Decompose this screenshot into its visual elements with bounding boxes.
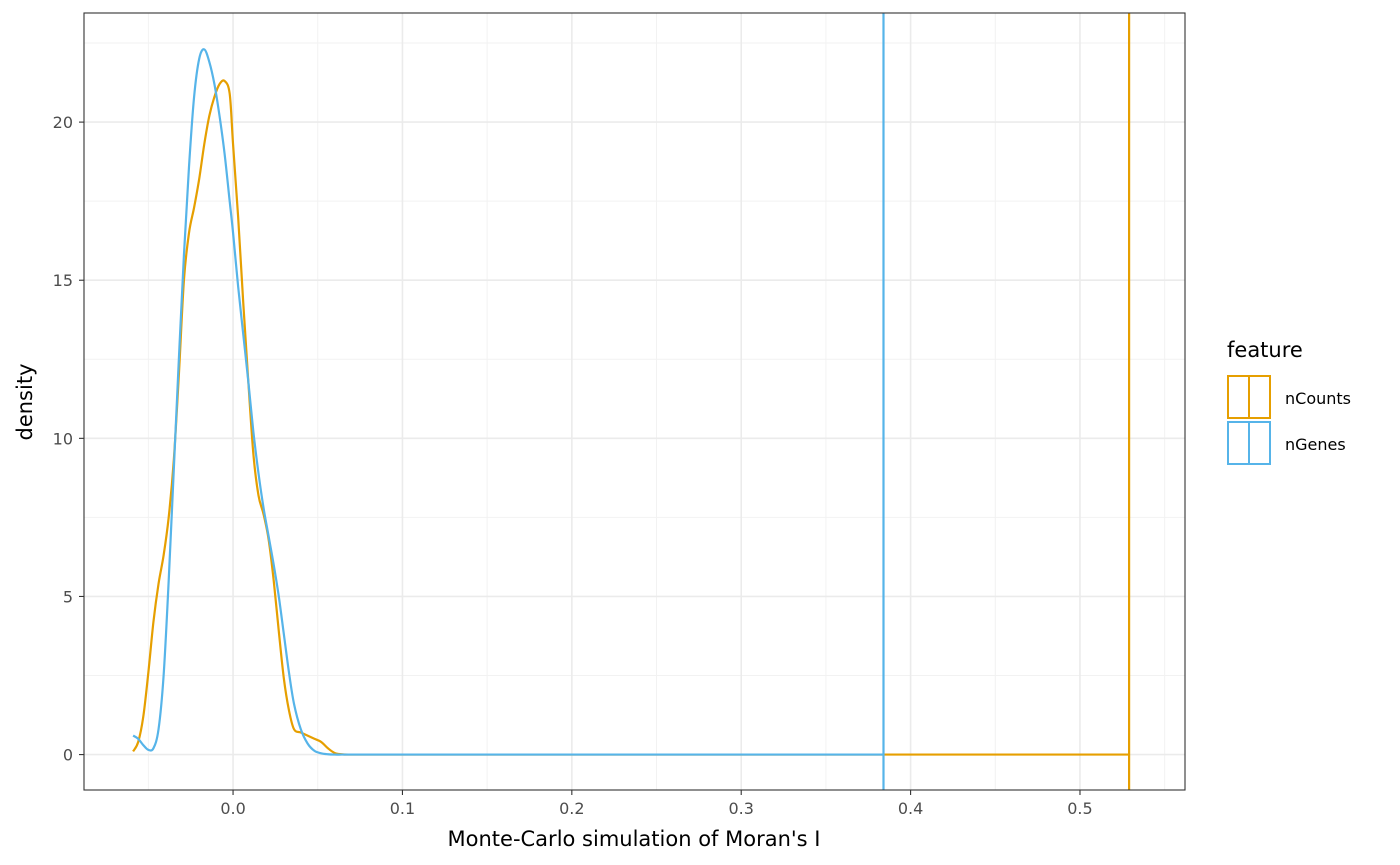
minor-gridlines bbox=[84, 13, 1185, 790]
x-tick-label: 0.0 bbox=[220, 799, 245, 818]
panel-background bbox=[84, 13, 1185, 790]
panel-border bbox=[83, 12, 1186, 791]
density-curve-ngenes bbox=[132, 48, 884, 756]
y-axis-title: density bbox=[13, 364, 37, 441]
x-tick-label: 0.3 bbox=[728, 799, 753, 818]
x-axis: 0.0 0.1 0.2 0.3 0.4 0.5 bbox=[220, 790, 1093, 818]
y-axis: 0 5 10 15 20 bbox=[53, 113, 84, 765]
legend-label-ncounts: nCounts bbox=[1285, 389, 1351, 408]
legend: feature nCounts nGenes bbox=[1227, 338, 1351, 465]
x-tick-label: 0.2 bbox=[559, 799, 584, 818]
y-tick-label: 20 bbox=[53, 113, 73, 132]
y-tick-label: 5 bbox=[63, 587, 73, 606]
x-tick-label: 0.1 bbox=[390, 799, 415, 818]
x-axis-title: Monte-Carlo simulation of Moran's I bbox=[448, 827, 821, 851]
legend-item-ngenes: nGenes bbox=[1227, 421, 1346, 465]
legend-label-ngenes: nGenes bbox=[1285, 435, 1346, 454]
y-tick-label: 0 bbox=[63, 746, 73, 765]
series-layer bbox=[132, 13, 1131, 790]
x-tick-label: 0.5 bbox=[1067, 799, 1092, 818]
legend-item-ncounts: nCounts bbox=[1227, 375, 1351, 419]
y-tick-label: 10 bbox=[53, 429, 73, 448]
x-tick-label: 0.4 bbox=[898, 799, 923, 818]
y-tick-label: 15 bbox=[53, 271, 73, 290]
legend-title: feature bbox=[1227, 338, 1303, 362]
